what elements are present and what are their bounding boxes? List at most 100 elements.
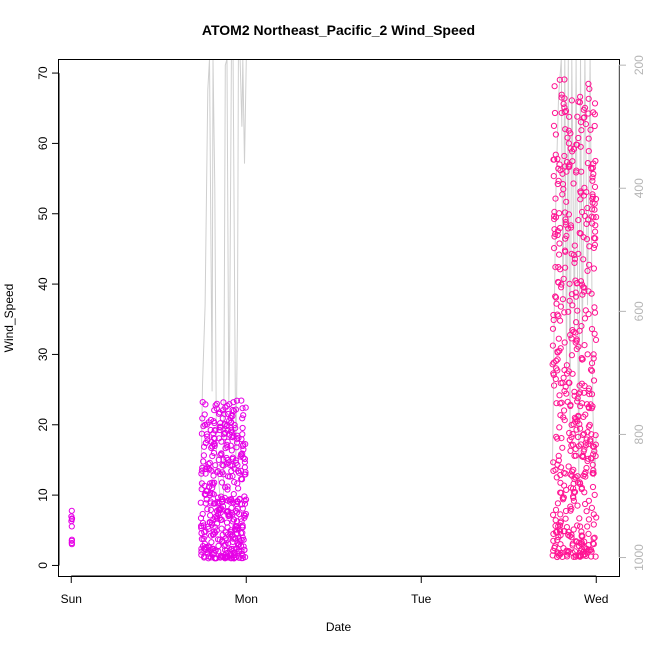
y-tick-label: 20 — [36, 418, 50, 432]
data-point — [228, 468, 235, 475]
data-point — [223, 454, 230, 462]
data-point — [551, 216, 558, 223]
data-point — [585, 288, 592, 295]
data-point — [552, 517, 559, 524]
data-point — [218, 496, 225, 503]
y-axis-label: Wind_Speed — [2, 284, 16, 353]
data-point — [238, 555, 245, 562]
data-point — [591, 330, 598, 337]
data-point — [572, 445, 579, 452]
data-point — [574, 279, 581, 286]
data-point — [200, 423, 207, 430]
data-point — [589, 191, 596, 198]
data-point — [582, 411, 589, 418]
data-point — [232, 406, 239, 413]
data-point — [565, 140, 573, 147]
data-point — [585, 516, 593, 523]
y-tick-label: 60 — [36, 136, 50, 150]
data-point — [571, 548, 579, 555]
data-point — [562, 216, 569, 223]
data-point — [583, 236, 591, 243]
data-point — [592, 432, 599, 439]
data-point — [231, 479, 238, 486]
data-point — [589, 470, 596, 477]
data-point — [557, 303, 565, 310]
data-point — [578, 533, 585, 540]
data-point — [582, 121, 590, 128]
data-point — [590, 170, 597, 178]
data-point — [562, 515, 569, 522]
data-point — [210, 491, 217, 498]
data-point — [590, 214, 597, 221]
data-point — [241, 493, 248, 500]
data-point — [550, 359, 557, 366]
data-point — [228, 433, 235, 440]
data-point — [558, 284, 565, 291]
data-point — [581, 551, 588, 558]
data-point — [559, 444, 566, 451]
data-point — [557, 224, 564, 232]
data-point — [233, 397, 240, 404]
data-point — [560, 275, 567, 282]
data-point — [560, 545, 567, 552]
data-point — [588, 206, 596, 213]
data-point — [553, 528, 561, 536]
data-point — [214, 468, 222, 475]
data-point — [213, 507, 221, 514]
data-point — [561, 209, 569, 216]
data-point — [580, 288, 588, 295]
data-point — [587, 126, 594, 133]
data-point — [229, 454, 236, 461]
data-point — [562, 235, 569, 242]
data-point — [553, 365, 560, 372]
data-point — [211, 419, 218, 427]
data-point — [551, 83, 558, 90]
data-point — [218, 525, 225, 532]
pressure-line — [200, 59, 597, 497]
data-point — [562, 126, 569, 133]
data-point — [550, 511, 557, 519]
data-point — [591, 122, 598, 130]
data-point — [224, 410, 232, 418]
data-point — [580, 256, 587, 263]
data-point — [203, 431, 210, 438]
data-point — [233, 444, 240, 451]
data-point — [219, 553, 226, 560]
data-point — [563, 159, 571, 166]
data-point — [554, 553, 561, 561]
data-point — [557, 511, 564, 518]
data-point — [571, 452, 578, 459]
data-point — [575, 134, 582, 142]
data-point — [554, 356, 561, 363]
data-point — [556, 76, 563, 83]
data-point — [582, 500, 589, 508]
data-point — [549, 325, 557, 332]
data-point — [555, 550, 562, 557]
data-point — [207, 512, 214, 519]
x-axis: Sun Mon Tue Wed — [61, 575, 608, 606]
data-point — [218, 450, 225, 457]
y-right-tick-label: 800 — [632, 424, 646, 444]
data-point — [592, 228, 599, 235]
data-point — [569, 542, 576, 549]
data-point — [557, 412, 564, 419]
data-point — [209, 443, 216, 450]
data-point — [221, 421, 228, 428]
data-point — [224, 508, 231, 515]
y-right-tick-label: 400 — [632, 178, 646, 198]
data-point — [237, 467, 244, 474]
data-point — [238, 475, 245, 482]
data-point — [577, 119, 585, 126]
y-tick-label: 70 — [36, 66, 50, 80]
data-point — [577, 196, 584, 203]
data-point — [565, 548, 572, 555]
data-point — [217, 509, 224, 516]
data-point — [591, 241, 599, 248]
data-point — [576, 99, 584, 106]
data-point — [575, 412, 582, 419]
data-point — [220, 431, 227, 438]
data-point — [212, 462, 219, 469]
data-point — [205, 553, 212, 560]
data-point — [564, 398, 571, 405]
